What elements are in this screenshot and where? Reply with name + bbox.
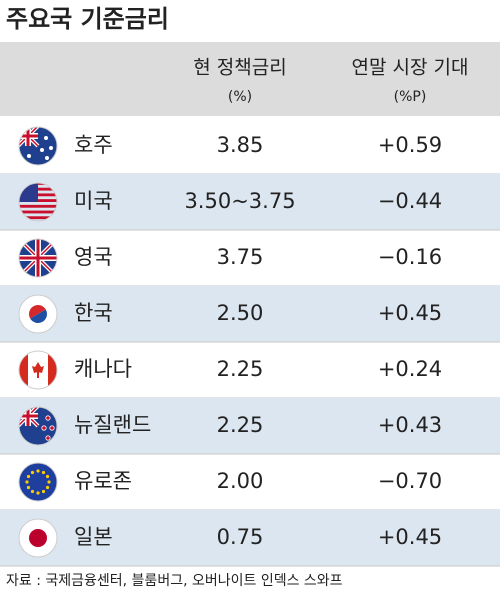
flag-outline [18,518,58,558]
flag-part [29,529,47,547]
flag-outline [18,350,58,390]
market-expectation: +0.45 [378,525,442,549]
flag-outline [18,182,58,222]
flag-body [19,351,57,389]
title: 주요국 기준금리 [6,5,169,33]
flag-body [19,127,57,165]
row-band [0,174,500,230]
market-expectation: +0.24 [378,357,442,381]
policy-rate: 3.50~3.75 [184,189,295,213]
policy-rate: 3.75 [217,245,264,269]
header-label: 연말 시장 기대 [352,57,469,79]
flag-part [19,351,28,389]
flag-part [30,489,35,494]
flag-outline [18,406,58,446]
flag [18,406,58,446]
flag-outline [18,462,58,502]
flag-part [19,239,57,277]
flag-part [36,469,40,473]
flag-part [48,351,57,389]
market-expectation: +0.45 [378,301,442,325]
flag-part [45,485,50,490]
country: 뉴질랜드 [74,413,151,437]
market-expectation: −0.44 [378,189,442,213]
flag [18,294,58,334]
flag-part [25,480,29,484]
flag-part [45,474,50,479]
flag [18,238,58,278]
flag-part [40,148,44,152]
flag-outline [18,126,58,166]
policy-rate: 2.25 [217,413,264,437]
header-unit: (%) [228,89,252,105]
header-label: 현 정책금리 [193,57,286,79]
policy-rate: 3.85 [217,133,264,157]
market-expectation: −0.16 [378,245,442,269]
flag-part [49,146,53,150]
country: 캐나다 [74,357,132,381]
flag-body [19,239,57,277]
flag-body [19,519,57,557]
row-band [0,286,500,342]
header-band [0,42,500,116]
country: 일본 [74,525,113,549]
policy-rate: 2.25 [217,357,264,381]
flag-part [41,489,46,494]
flag-part [30,470,35,475]
flag-part [45,156,49,160]
flag-body [19,407,57,445]
flag-part [47,480,51,484]
flag-part [44,136,48,140]
policy-rate: 2.50 [217,301,264,325]
flag-part [49,425,55,431]
flag [18,518,58,558]
flag-part [30,309,47,323]
flag [18,126,58,166]
rows: 호주 3.85 +0.59 미국 3.50~3.75 −0.44 영국 3.75 −0.16 한국… [0,126,500,567]
flag-outline [18,238,58,278]
flag-part [29,305,46,319]
country: 영국 [74,245,113,269]
flag-part [19,210,57,214]
country: 호주 [74,133,113,157]
country: 한국 [74,301,113,325]
flag-part [45,415,51,421]
market-expectation: +0.59 [378,133,442,157]
source: 자료 : 국제금융센터, 블룸버그, 오버나이트 인덱스 스와프 [6,573,343,589]
header-unit: (%P) [394,89,427,105]
flag [18,462,58,502]
flag-body [19,295,57,333]
market-expectation: −0.70 [378,469,442,493]
policy-rate: 2.00 [217,469,264,493]
flag-part [32,362,44,378]
flag-part [19,204,57,208]
flag-part [27,154,31,158]
flag-part [45,435,51,441]
country: 미국 [74,189,113,213]
flag [18,350,58,390]
flag-part [19,463,57,501]
policy-rate: 0.75 [217,525,264,549]
flag-outline [18,294,58,334]
flag-part [36,491,40,495]
flag-part [41,425,47,431]
flag-part [26,474,31,479]
flag-part [26,485,31,490]
row-band [0,510,500,566]
flag-body [19,463,57,501]
flag-part [19,216,57,220]
flag-part [41,470,46,475]
row-band [0,398,500,454]
country: 유로존 [74,469,132,493]
market-expectation: +0.43 [378,413,442,437]
